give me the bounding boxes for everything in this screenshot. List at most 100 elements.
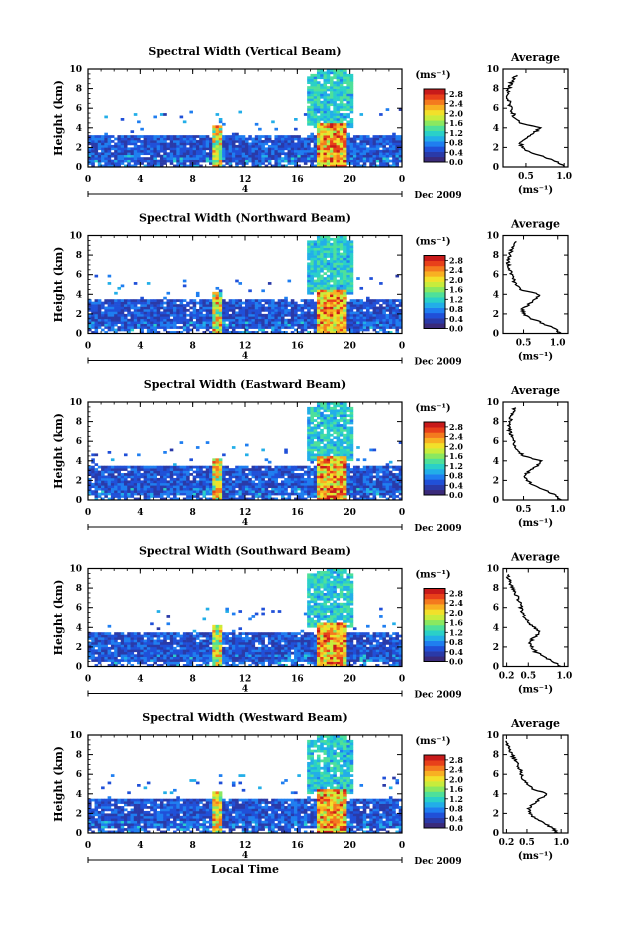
heatmap-cell xyxy=(182,482,187,486)
heatmap-cell xyxy=(326,76,331,80)
heatmap-cell xyxy=(369,326,373,329)
heatmap-cell xyxy=(277,490,282,493)
heatmap-cell xyxy=(104,311,108,315)
heatmap-cell xyxy=(258,321,262,324)
heatmap-cell xyxy=(159,477,164,481)
heatmap-cell xyxy=(343,428,347,432)
heatmap-cell xyxy=(127,487,131,491)
heatmap-cell xyxy=(310,242,314,246)
heatmap-cell xyxy=(313,164,318,168)
heatmap-cell xyxy=(346,306,350,310)
heatmap-cell xyxy=(130,142,135,146)
heatmap-cell xyxy=(343,235,347,239)
heatmap-cell xyxy=(231,157,236,160)
heatmap-cell xyxy=(264,331,269,334)
heatmap-cell xyxy=(313,311,318,315)
heatmap-cell xyxy=(356,475,360,479)
heatmap-cell xyxy=(362,144,367,148)
heatmap-cell xyxy=(127,470,131,474)
heatmap-cell xyxy=(97,142,102,146)
heatmap-cell xyxy=(182,309,187,312)
heatmap-cell xyxy=(388,470,393,474)
heatmap-cell xyxy=(117,316,122,320)
heatmap-cell xyxy=(176,497,180,501)
heatmap-cell xyxy=(316,455,321,459)
heatmap-cell xyxy=(235,470,239,474)
heatmap-cell xyxy=(320,468,324,471)
heatmap-cell xyxy=(392,492,396,496)
heatmap-cell xyxy=(326,252,331,256)
heatmap-cell xyxy=(150,142,154,146)
heatmap-cell xyxy=(313,242,318,246)
heatmap-cell xyxy=(307,453,311,457)
heatmap-cell xyxy=(212,321,216,324)
heatmap-cell xyxy=(235,304,239,307)
heatmap-cell xyxy=(388,495,393,498)
heatmap-cell xyxy=(261,147,265,151)
heatmap-cell xyxy=(310,103,314,107)
heatmap-cell xyxy=(222,149,226,153)
heatmap-cell xyxy=(333,144,337,148)
heatmap-cell xyxy=(346,451,350,454)
heatmap-cell xyxy=(316,282,321,285)
heatmap-cell xyxy=(209,470,213,474)
heatmap-cell xyxy=(346,438,350,442)
heatmap-cell xyxy=(225,326,229,329)
heatmap-cell xyxy=(297,497,301,501)
heatmap-cell xyxy=(271,492,275,496)
heatmap-cell xyxy=(297,321,301,324)
heatmap-cell xyxy=(182,164,187,168)
heatmap-cell xyxy=(222,475,226,479)
heatmap-cell xyxy=(212,475,216,479)
heatmap-cell xyxy=(225,304,229,307)
heatmap-cell xyxy=(333,311,337,315)
heatmap-cell xyxy=(91,473,95,476)
heatmap-cell xyxy=(94,135,99,138)
profile-y-tick-label: 6 xyxy=(493,104,499,114)
heatmap-cell xyxy=(166,475,171,479)
heatmap-cell xyxy=(137,154,141,158)
heatmap-cell xyxy=(156,487,161,491)
heatmap-cell xyxy=(313,159,318,163)
heatmap-cell xyxy=(333,487,337,491)
heatmap-cell xyxy=(195,162,200,165)
heatmap-cell xyxy=(267,301,272,305)
heatmap-cell xyxy=(156,482,161,486)
heatmap-cell xyxy=(127,152,131,156)
heatmap-cell xyxy=(320,402,324,405)
heatmap-cell xyxy=(231,140,236,143)
heatmap-cell xyxy=(320,473,324,476)
heatmap-cell xyxy=(117,321,122,324)
heatmap-cell xyxy=(228,485,233,489)
heatmap-cell xyxy=(388,299,393,302)
heatmap-cell xyxy=(290,144,295,148)
heatmap-cell xyxy=(316,250,321,253)
heatmap-cell xyxy=(349,299,354,302)
heatmap-cell xyxy=(91,492,95,496)
heatmap-cell xyxy=(261,328,265,332)
heatmap-cell xyxy=(359,304,364,307)
heatmap-cell xyxy=(287,304,292,307)
heatmap-cell xyxy=(313,100,318,104)
colorbar-frame xyxy=(423,255,446,329)
heatmap-cell xyxy=(182,162,187,165)
heatmap-cell xyxy=(101,328,105,332)
heatmap-cell xyxy=(238,495,243,498)
heatmap-cell xyxy=(179,490,184,493)
heatmap-cell xyxy=(320,438,324,442)
heatmap-cell xyxy=(245,144,249,148)
heatmap-cell xyxy=(346,257,350,261)
heatmap-cell xyxy=(251,309,256,312)
heatmap-cell xyxy=(287,149,292,153)
heatmap-cell xyxy=(333,448,337,452)
heatmap-cell xyxy=(146,492,151,496)
heatmap-cell xyxy=(192,321,197,324)
heatmap-cell xyxy=(88,147,92,151)
heatmap-cell xyxy=(343,260,347,263)
heatmap-cell xyxy=(294,477,298,481)
heatmap-cell xyxy=(356,328,360,332)
heatmap-cell xyxy=(274,140,279,143)
heatmap-cell xyxy=(366,309,370,312)
heatmap-cell xyxy=(248,316,252,320)
heatmap-cell xyxy=(388,313,393,317)
